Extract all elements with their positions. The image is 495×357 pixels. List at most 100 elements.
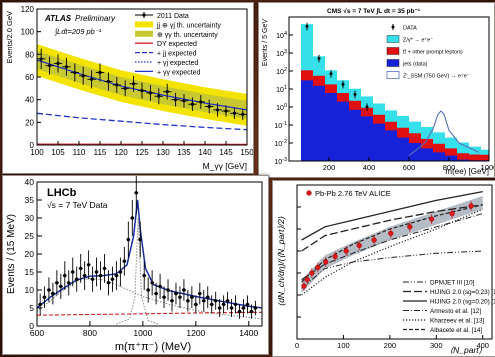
y-tick-label: 80	[25, 50, 34, 59]
y-axis-label: (dN_ch/dη)/(⟨N_part⟩/2)	[276, 216, 286, 305]
x-tick-label: 200	[323, 163, 336, 172]
legend-label: Z/γ* → e⁺e⁻	[403, 37, 433, 44]
data-point	[182, 279, 186, 301]
x-tick-label: 120	[114, 148, 128, 157]
x-axis-label: M_γγ [GeV]	[203, 161, 247, 171]
legend-entry: Z'_SSM (750 GeV) → e⁺e⁻	[387, 72, 470, 80]
data-point	[158, 274, 162, 299]
y-tick-label: 20	[25, 249, 35, 259]
legend-entry: + γj expected	[135, 60, 199, 67]
data-point	[42, 286, 46, 308]
legend-label: jets (data)	[402, 62, 428, 68]
data-point	[210, 295, 214, 313]
legend-label: HIJING 2.0 (sg=0.20) [11]	[430, 299, 495, 306]
legend-entry: Kharzeev et al. [13]	[403, 318, 485, 325]
data-point	[122, 247, 126, 276]
cms-chart-svg: 200400600800100010-310-210-1100101102103…	[259, 3, 494, 177]
legend-label: DATA	[403, 26, 417, 32]
x-tick-label: 300	[430, 341, 443, 350]
data-point	[91, 267, 95, 292]
legend-entry: tt̄ + other prompt leptons	[387, 48, 463, 56]
model-curve	[302, 214, 483, 280]
legend-entry: Armesto et al. [12]	[403, 308, 481, 315]
data-point	[170, 290, 174, 312]
y-tick-label: 120	[21, 5, 35, 14]
x-tick-label: 200	[384, 341, 397, 350]
data-point	[138, 222, 142, 258]
y-tick-label: 0	[30, 141, 35, 150]
y-tick-label: 103	[276, 49, 287, 58]
data-point	[150, 270, 154, 295]
rho-component-curve	[37, 279, 262, 319]
data-point	[234, 295, 238, 313]
x-tick-label: 600	[403, 163, 416, 172]
x-tick-label: 105	[51, 148, 65, 157]
experiment-tag: Preliminary	[75, 14, 116, 23]
legend-entry: jj ⊕ γj th. uncertainty	[135, 21, 221, 29]
data-point	[83, 261, 87, 290]
y-tick-label: 40	[25, 96, 34, 105]
data-point	[114, 261, 118, 290]
data-point	[51, 283, 55, 305]
data-point	[190, 286, 194, 308]
data-point	[174, 283, 178, 305]
x-tick-label: 0	[295, 341, 299, 350]
legend-label: tt̄ + other prompt leptons	[403, 49, 463, 56]
data-point	[214, 292, 218, 310]
data-point	[99, 261, 103, 290]
data-point	[222, 295, 226, 313]
legend-label: jj ⊕ γj th. uncertainty	[156, 22, 221, 29]
x-axis-label: m(ee) [GeV]	[445, 167, 489, 176]
experiment-label: LHCb	[47, 187, 77, 199]
energy-label: √s = 7 TeV Data	[47, 200, 108, 210]
y-tick-label: 10-1	[274, 121, 287, 130]
data-point	[67, 270, 71, 295]
y-axis-label: Events/2.0 GeV	[5, 11, 14, 64]
data-point	[75, 267, 79, 292]
y-tick-label: 5	[29, 303, 34, 313]
legend-entry: ⊕ γγ th. uncertainty	[135, 31, 218, 39]
data-point	[241, 299, 245, 317]
legend-entry: DY expected	[135, 41, 197, 48]
y-tick-label: 104	[276, 31, 287, 40]
y-axis-label: Events / 5 GeV	[262, 19, 269, 66]
data-point	[253, 301, 257, 315]
legend-label: Armesto et al. [12]	[430, 308, 481, 315]
x-axis-label: ⟨N_part⟩	[450, 345, 483, 355]
data-point	[194, 295, 198, 313]
legend-label: Kharzeev et al. [13]	[430, 318, 485, 325]
y-tick-label: 100	[21, 28, 35, 37]
legend-entry: Albacete et al. [14]	[403, 327, 482, 334]
y-tick-label: 20	[25, 118, 34, 127]
data-point	[202, 290, 206, 312]
data-point	[206, 286, 210, 308]
y-tick-label: 60	[25, 73, 34, 82]
x-tick-label: 125	[135, 148, 149, 157]
x-tick-label: 1400	[239, 328, 258, 338]
data-point	[59, 274, 63, 299]
data-point	[198, 283, 202, 305]
data-point	[178, 286, 182, 308]
data-point	[95, 258, 99, 287]
x-tick-label: 800	[83, 328, 97, 338]
legend-entry: + γγ expected	[135, 69, 200, 76]
y-tick-label: 101	[276, 85, 287, 94]
legend-entry: jets (data)	[387, 60, 428, 68]
y-tick-label: 15	[25, 267, 35, 277]
legend-label: ⊕ γγ th. uncertainty	[157, 32, 218, 39]
x-tick-label: 145	[219, 148, 233, 157]
header-label: CMS √s = 7 TeV ∫L dt = 35 pb⁻¹	[327, 7, 420, 15]
data-point	[103, 254, 107, 283]
y-tick-label: 10-2	[274, 139, 287, 148]
x-tick-label: 400	[363, 163, 376, 172]
data-point	[38, 294, 42, 316]
data-point	[118, 258, 122, 287]
y-tick-label: 10-3	[274, 157, 287, 166]
x-tick-label: 1000	[133, 328, 152, 338]
y-tick-label: 100	[276, 103, 287, 112]
data-point	[166, 279, 170, 301]
